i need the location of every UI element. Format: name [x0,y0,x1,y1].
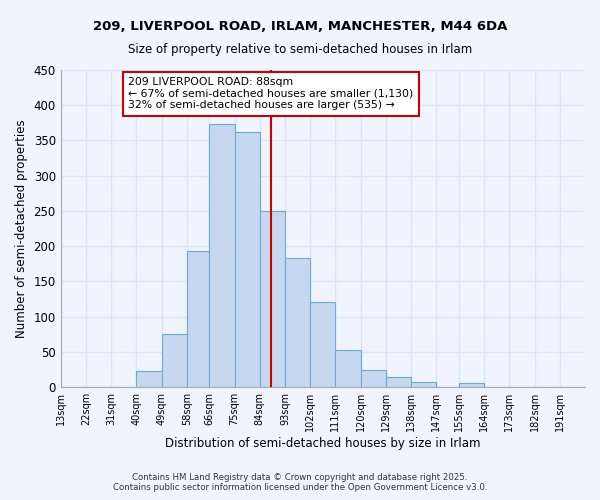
Text: Contains HM Land Registry data © Crown copyright and database right 2025.
Contai: Contains HM Land Registry data © Crown c… [113,473,487,492]
Bar [161,334,187,387]
Bar [260,211,285,387]
Text: Size of property relative to semi-detached houses in Irlam: Size of property relative to semi-detach… [128,42,472,56]
Bar [386,378,411,387]
Bar [187,251,209,387]
Bar [209,124,235,387]
Text: 209 LIVERPOOL ROAD: 88sqm
← 67% of semi-detached houses are smaller (1,130)
32% : 209 LIVERPOOL ROAD: 88sqm ← 67% of semi-… [128,77,413,110]
Y-axis label: Number of semi-detached properties: Number of semi-detached properties [15,120,28,338]
Bar [411,382,436,387]
X-axis label: Distribution of semi-detached houses by size in Irlam: Distribution of semi-detached houses by … [165,437,481,450]
Bar [235,132,260,387]
Bar [285,258,310,387]
Bar [310,302,335,387]
Bar [136,371,161,387]
Bar [459,383,484,387]
Bar [361,370,386,387]
Bar [335,350,361,387]
Text: 209, LIVERPOOL ROAD, IRLAM, MANCHESTER, M44 6DA: 209, LIVERPOOL ROAD, IRLAM, MANCHESTER, … [93,20,507,33]
